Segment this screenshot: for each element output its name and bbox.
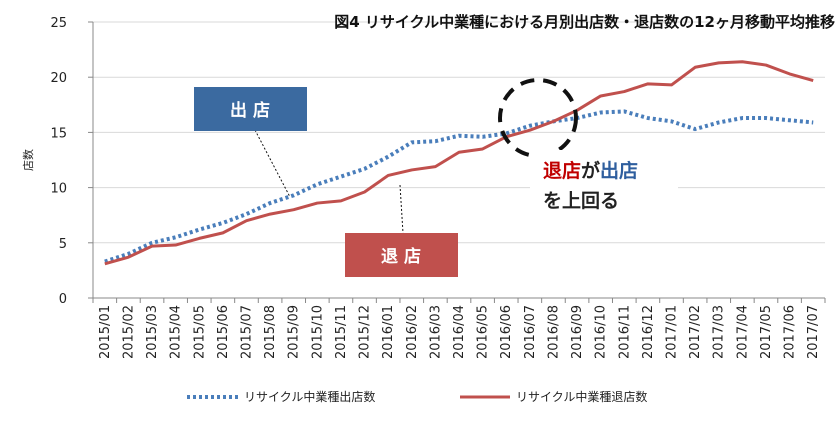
x-tick-label: 2016/06 [499, 305, 514, 359]
close-box [345, 233, 458, 277]
grid-layer [93, 21, 825, 244]
x-tick-label: 2017/07 [806, 305, 821, 359]
x-tick-label: 2015/08 [263, 305, 278, 359]
ytick-layer: 0 5 10 15 20 25 [50, 16, 93, 307]
x-tick-label: 2016/12 [641, 305, 656, 359]
y-tick-label: 15 [50, 126, 67, 141]
series-line-open [104, 109, 814, 264]
close-leader-line [399, 184, 404, 234]
x-tick-label: 2017/01 [665, 305, 680, 359]
x-tick-label: 2017/06 [783, 305, 798, 359]
x-tick-label: 2016/09 [570, 305, 585, 359]
x-tick-label: 2017/04 [735, 305, 750, 359]
x-tick-label: 2015/05 [192, 305, 207, 359]
legend-open-label: リサイクル中業種出店数 [244, 389, 375, 404]
note-part-ga: が [581, 159, 600, 182]
y-tick-label: 0 [59, 292, 67, 307]
axis-layer [92, 22, 825, 299]
x-tick-label: 2017/02 [688, 305, 703, 359]
x-tick-label: 2015/07 [239, 305, 254, 359]
y-tick-label: 10 [50, 182, 67, 197]
y-tick-label: 20 [50, 71, 67, 86]
note-line2: を上回る [543, 190, 619, 212]
open-box [194, 87, 307, 131]
x-tick-label: 2016/10 [594, 305, 609, 359]
x-tick-label: 2015/01 [98, 305, 113, 359]
x-tick-label: 2015/12 [358, 305, 373, 359]
legend-close-label: リサイクル中業種退店数 [516, 389, 647, 404]
x-tick-label: 2016/05 [476, 305, 491, 359]
open-box-label: 出 店 [230, 100, 270, 121]
series-layer [104, 60, 814, 266]
xtick-layer: 2015/01 2015/02 2015/03 2015/04 2015/05 2015/… [92, 298, 826, 359]
note-box [530, 150, 678, 222]
x-tick-label: 2015/03 [145, 305, 160, 359]
y-axis-label: 店数 [21, 149, 35, 171]
x-tick-label: 2016/08 [546, 305, 561, 359]
x-tick-label: 2017/05 [759, 305, 774, 359]
x-tick-label: 2015/06 [216, 305, 231, 359]
x-tick-label: 2016/03 [428, 305, 443, 359]
note-part-close: 退店 [543, 159, 581, 182]
legend: リサイクル中業種出店数 リサイクル中業種退店数 [187, 389, 647, 404]
x-tick-label: 2016/02 [405, 305, 420, 359]
close-box-label: 退 店 [381, 246, 421, 267]
y-tick-label: 25 [50, 16, 67, 31]
x-tick-label: 2015/02 [121, 305, 136, 359]
x-tick-label: 2016/07 [523, 305, 538, 359]
x-tick-label: 2016/11 [617, 305, 632, 359]
note-line1: 退店が出店 [543, 159, 638, 182]
note-part-open: 出店 [600, 159, 638, 182]
x-tick-label: 2017/03 [712, 305, 727, 359]
open-leader-line [254, 129, 291, 198]
chart-title: 図4 リサイクル中業種における月別出店数・退店数の12ヶ月移動平均推移 [334, 13, 835, 31]
x-tick-label: 2016/04 [452, 305, 467, 359]
x-tick-label: 2016/01 [381, 305, 396, 359]
x-tick-label: 2015/11 [334, 305, 349, 359]
x-tick-label: 2015/04 [169, 305, 184, 359]
y-tick-label: 5 [59, 237, 67, 252]
x-tick-label: 2015/10 [310, 305, 325, 359]
x-tick-label: 2015/09 [287, 305, 302, 359]
